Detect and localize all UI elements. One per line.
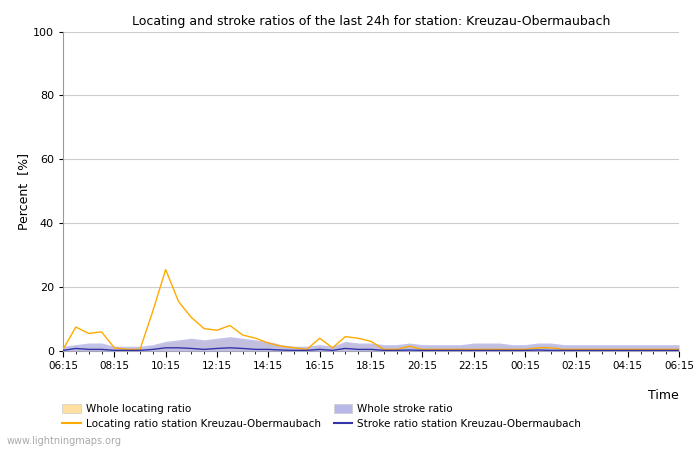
Text: www.lightningmaps.org: www.lightningmaps.org [7,436,122,446]
Title: Locating and stroke ratios of the last 24h for station: Kreuzau-Obermaubach: Locating and stroke ratios of the last 2… [132,14,610,27]
Y-axis label: Percent  [%]: Percent [%] [18,153,30,230]
Legend: Whole locating ratio, Locating ratio station Kreuzau-Obermaubach, Whole stroke r: Whole locating ratio, Locating ratio sta… [62,404,582,429]
Text: Time: Time [648,389,679,402]
